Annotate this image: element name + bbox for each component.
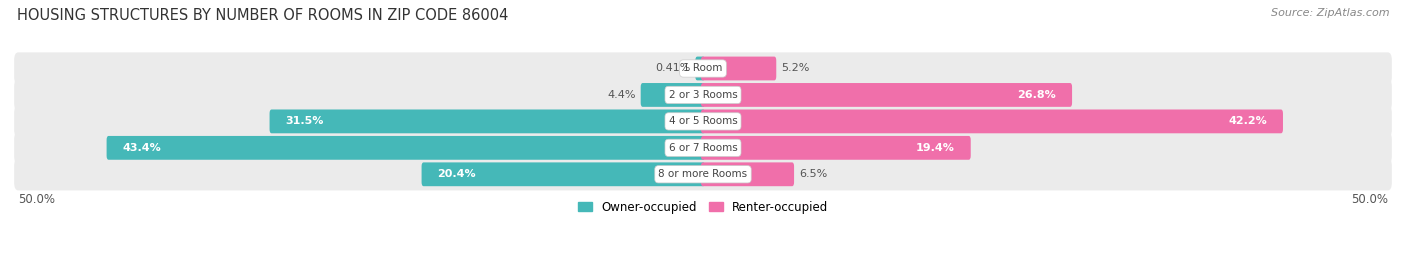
Text: 19.4%: 19.4% [917, 143, 955, 153]
Text: HOUSING STRUCTURES BY NUMBER OF ROOMS IN ZIP CODE 86004: HOUSING STRUCTURES BY NUMBER OF ROOMS IN… [17, 8, 508, 23]
Text: 20.4%: 20.4% [437, 169, 477, 179]
Text: 2 or 3 Rooms: 2 or 3 Rooms [669, 90, 737, 100]
Text: 8 or more Rooms: 8 or more Rooms [658, 169, 748, 179]
Text: 4.4%: 4.4% [607, 90, 636, 100]
Text: 4 or 5 Rooms: 4 or 5 Rooms [669, 116, 737, 126]
FancyBboxPatch shape [14, 132, 1392, 164]
FancyBboxPatch shape [14, 158, 1392, 190]
Text: 6 or 7 Rooms: 6 or 7 Rooms [669, 143, 737, 153]
FancyBboxPatch shape [270, 109, 704, 133]
FancyBboxPatch shape [702, 136, 970, 160]
FancyBboxPatch shape [422, 162, 704, 186]
Text: 43.4%: 43.4% [122, 143, 162, 153]
Legend: Owner-occupied, Renter-occupied: Owner-occupied, Renter-occupied [572, 196, 834, 218]
FancyBboxPatch shape [14, 79, 1392, 111]
FancyBboxPatch shape [14, 52, 1392, 85]
Text: 1 Room: 1 Room [683, 63, 723, 73]
Text: 42.2%: 42.2% [1229, 116, 1267, 126]
Text: 50.0%: 50.0% [18, 193, 55, 206]
Text: Source: ZipAtlas.com: Source: ZipAtlas.com [1271, 8, 1389, 18]
Text: 50.0%: 50.0% [1351, 193, 1388, 206]
FancyBboxPatch shape [702, 83, 1071, 107]
FancyBboxPatch shape [702, 56, 776, 80]
Text: 6.5%: 6.5% [799, 169, 827, 179]
FancyBboxPatch shape [702, 162, 794, 186]
FancyBboxPatch shape [107, 136, 704, 160]
Text: 5.2%: 5.2% [782, 63, 810, 73]
FancyBboxPatch shape [702, 109, 1282, 133]
FancyBboxPatch shape [641, 83, 704, 107]
Text: 31.5%: 31.5% [285, 116, 323, 126]
Text: 26.8%: 26.8% [1018, 90, 1056, 100]
Text: 0.41%: 0.41% [655, 63, 690, 73]
FancyBboxPatch shape [14, 105, 1392, 137]
FancyBboxPatch shape [696, 56, 704, 80]
